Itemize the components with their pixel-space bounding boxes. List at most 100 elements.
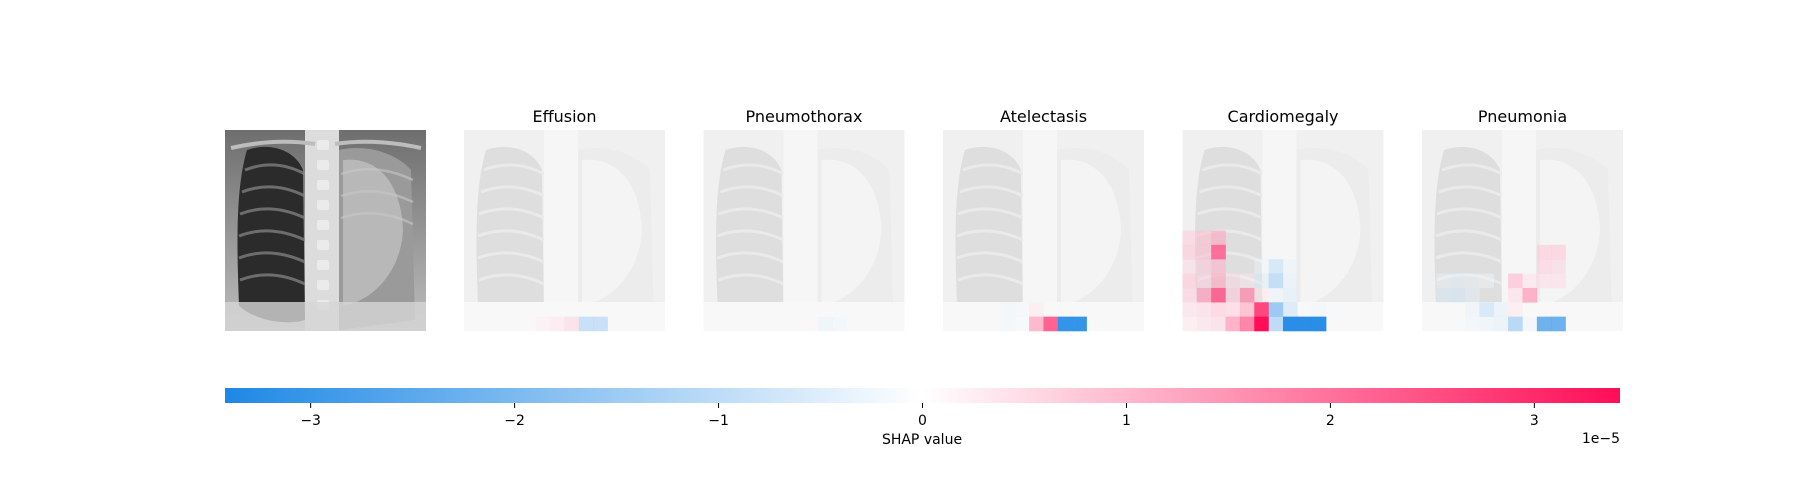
shap-cell — [1211, 259, 1226, 274]
shap-cell — [1536, 259, 1552, 274]
shap-cell — [1508, 302, 1523, 317]
shap-cell — [1268, 287, 1284, 303]
shap-cell — [1508, 316, 1523, 332]
shap-cell — [1551, 259, 1566, 274]
shap-cell — [1182, 259, 1198, 274]
shap-cell — [1283, 302, 1298, 317]
shap-cell — [1326, 302, 1341, 317]
shap-cell — [1450, 273, 1466, 289]
shap-cell — [1508, 287, 1523, 303]
shap-cell — [1283, 273, 1298, 289]
shap-cell — [1254, 259, 1269, 274]
shap-cell — [1522, 273, 1538, 289]
shap-cell — [1182, 302, 1198, 317]
shap-cell — [1493, 316, 1509, 332]
shap-cell — [1239, 287, 1255, 303]
panel-title: Pneumothorax — [746, 107, 863, 126]
shap-cell — [1225, 302, 1241, 317]
panel-background-xray — [464, 130, 665, 331]
colorbar-label: SHAP value — [882, 432, 962, 448]
shap-cell — [1479, 316, 1495, 332]
colorbar-tick-label: 1 — [1122, 413, 1131, 429]
shap-cell — [1196, 273, 1212, 289]
shap-cell — [1536, 244, 1552, 260]
shap-cell — [535, 316, 551, 332]
shap-cell — [1196, 287, 1212, 303]
shap-panel-pneumonia: Pneumonia — [1422, 107, 1623, 332]
shap-cell — [1225, 316, 1241, 332]
shap-cell — [1268, 302, 1284, 317]
shap-cell — [1211, 230, 1226, 246]
shap-cell — [1450, 316, 1466, 332]
colorbar-tick-label: −1 — [708, 413, 729, 429]
shap-cell — [1311, 302, 1327, 317]
shap-cell — [1029, 302, 1044, 317]
shap-panel-effusion: Effusion — [464, 107, 665, 332]
shap-cell — [1014, 316, 1030, 332]
shap-cell — [1465, 273, 1480, 289]
shap-cell — [564, 316, 580, 332]
shap-cell — [1479, 302, 1495, 317]
shap-cell — [1196, 244, 1212, 260]
shap-cell — [1182, 316, 1198, 332]
shap-cell — [1465, 287, 1480, 303]
shap-cell — [1196, 316, 1212, 332]
shap-cell — [1508, 273, 1523, 289]
chest-xray-image — [225, 130, 426, 331]
shap-cell — [1014, 302, 1030, 317]
shap-cell — [1311, 316, 1327, 332]
shap-cell — [1182, 244, 1198, 260]
shap-cell — [832, 316, 848, 332]
panel-title: Atelectasis — [1000, 107, 1087, 126]
shap-cell — [1268, 316, 1284, 332]
shap-cell — [1225, 287, 1241, 303]
shap-cell — [1283, 259, 1298, 274]
shap-cell — [1000, 316, 1016, 332]
shap-cell — [1536, 316, 1552, 332]
shap-cell — [1536, 273, 1552, 289]
shap-cell — [1043, 316, 1059, 332]
colorbar-tick-label: 0 — [918, 413, 927, 429]
shap-cell — [1211, 287, 1226, 303]
shap-cell — [550, 316, 565, 332]
panel-title: Effusion — [533, 107, 597, 126]
shap-cell — [1211, 273, 1226, 289]
shap-panel-atelectasis: Atelectasis — [943, 107, 1144, 332]
shap-cell — [578, 316, 594, 332]
shap-cell — [1436, 273, 1452, 289]
colorbar-tick-label: −2 — [504, 413, 525, 429]
shap-cell — [1450, 287, 1466, 303]
shap-cell — [1254, 316, 1269, 332]
colorbar-tick-label: −3 — [300, 413, 321, 429]
shap-cell — [1000, 302, 1016, 317]
shap-cell — [1182, 287, 1198, 303]
shap-cell — [818, 316, 834, 332]
shap-cell — [1239, 316, 1255, 332]
panel-background-xray — [703, 130, 905, 331]
shap-panel-pneumothorax: Pneumothorax — [703, 107, 905, 332]
shap-cell — [1196, 259, 1212, 274]
colorbar-gradient — [225, 388, 1620, 403]
colorbar-scale-label: 1e−5 — [1582, 431, 1620, 447]
shap-cell — [593, 316, 608, 332]
shap-cell — [1493, 302, 1509, 317]
shap-cell — [1225, 273, 1241, 289]
shap-cell — [1522, 316, 1538, 332]
shap-cell — [1268, 259, 1284, 274]
shap-panel-cardiomegaly: Cardiomegaly — [1182, 107, 1384, 332]
panel-title: Pneumonia — [1478, 107, 1567, 126]
colorbar: −3 −2 −1 0 1 2 3 SHAP value 1e−5 — [225, 388, 1620, 448]
shap-cell — [1211, 316, 1226, 332]
panel-background-xray — [943, 130, 1144, 331]
panel-title: Cardiomegaly — [1228, 107, 1339, 126]
shap-cell — [1436, 287, 1452, 303]
shap-cell — [1211, 244, 1226, 260]
shap-cell — [1551, 316, 1566, 332]
shap-cell — [1029, 316, 1044, 332]
shap-cell — [1551, 244, 1566, 260]
shap-cell — [804, 316, 819, 332]
shap-cell — [1182, 273, 1198, 289]
colorbar-tick-label: 2 — [1326, 413, 1335, 429]
shap-cell — [1196, 302, 1212, 317]
